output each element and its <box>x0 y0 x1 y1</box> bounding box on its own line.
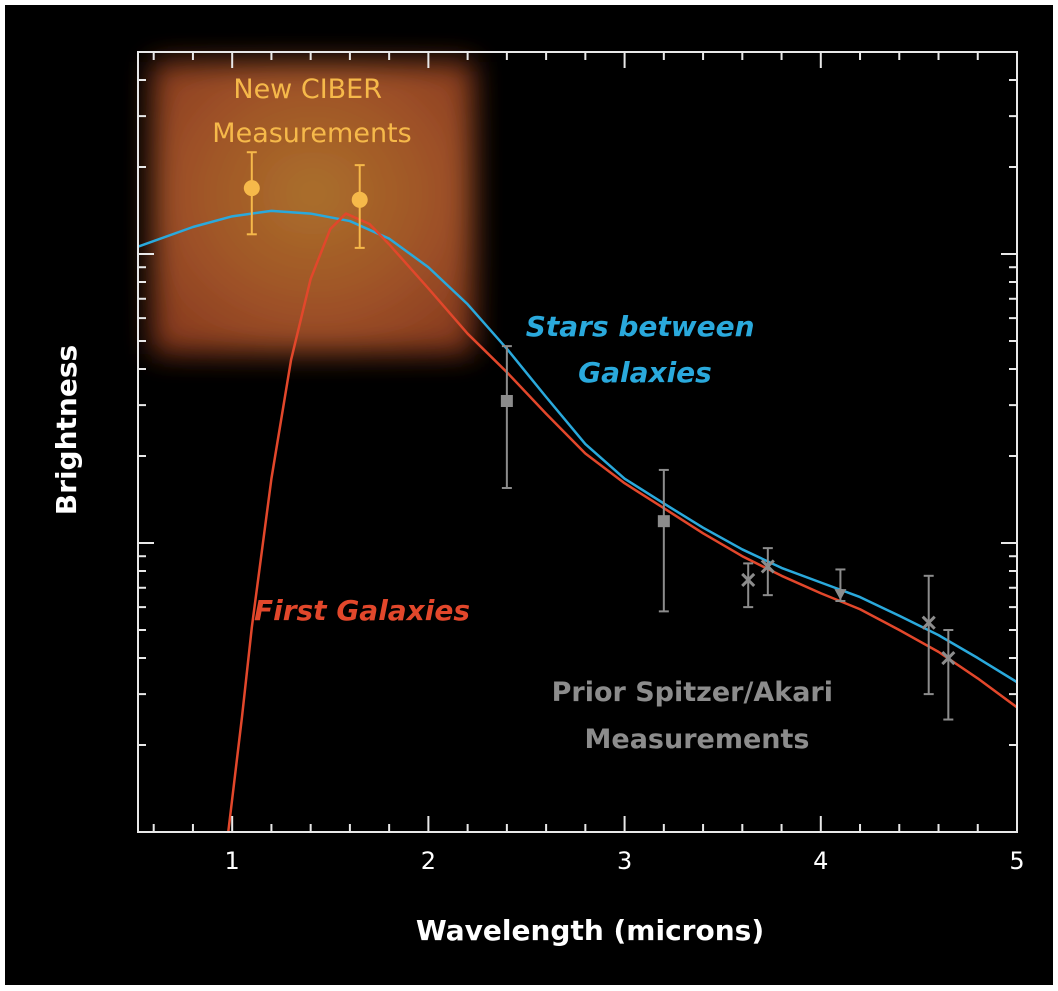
ciber-label: New CIBER Measurements <box>212 74 411 149</box>
y-axis-label: Brightness <box>50 345 83 515</box>
axes-frame <box>137 51 1018 833</box>
marker <box>941 650 956 666</box>
x-tick-label: 3 <box>617 847 632 875</box>
marker <box>834 589 847 601</box>
label-line: Prior Spitzer/Akari <box>552 677 833 708</box>
marker <box>657 515 670 528</box>
first-galaxies-label: First Galaxies <box>254 594 470 627</box>
marker <box>351 191 368 208</box>
label-line: Measurements <box>212 118 411 149</box>
prior-label: Prior Spitzer/Akari Measurements <box>552 677 843 755</box>
x-tick-label: 2 <box>421 847 436 875</box>
x-tick-label: 4 <box>813 847 828 875</box>
label-line: Galaxies <box>578 356 712 389</box>
label-line: Stars between <box>526 310 755 343</box>
stars-label: Stars between Galaxies <box>526 310 765 389</box>
x-tick-label: 5 <box>1009 847 1024 875</box>
marker <box>741 572 756 588</box>
ciber-glow <box>152 62 474 354</box>
marker <box>500 394 513 407</box>
marker <box>921 615 936 630</box>
curve <box>137 209 1018 684</box>
marker <box>243 180 260 197</box>
marker <box>760 559 775 574</box>
curve <box>227 212 1018 833</box>
x-axis-label: Wavelength (microns) <box>416 914 764 947</box>
x-tick-label: 1 <box>225 847 240 875</box>
label-line: New CIBER <box>233 74 382 105</box>
label-line: Measurements <box>585 724 810 755</box>
